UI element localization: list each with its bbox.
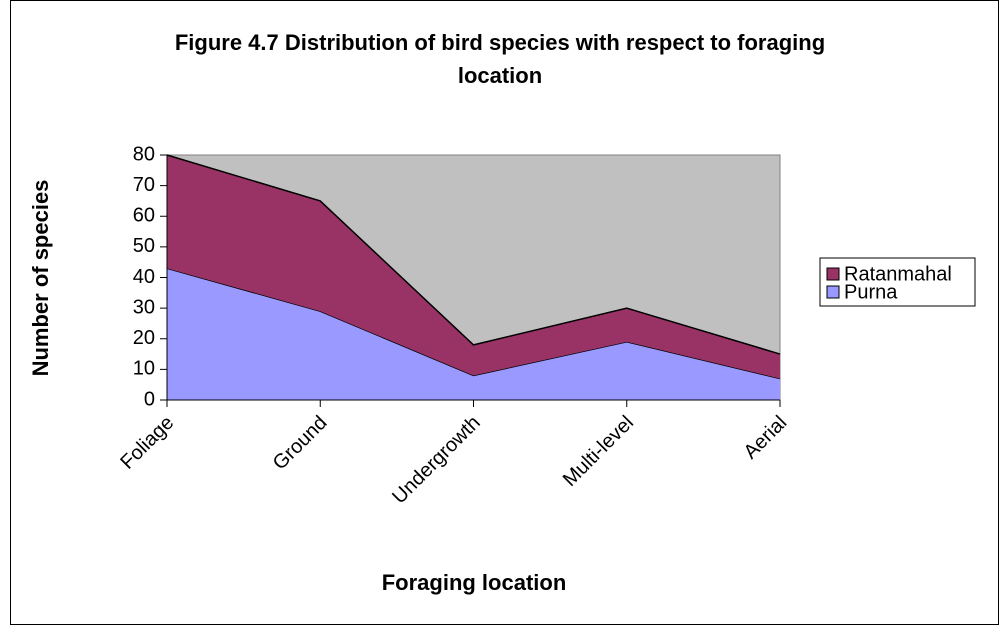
- y-tick-label: 10: [133, 358, 155, 380]
- y-tick-label: 40: [133, 266, 155, 288]
- y-tick-label: 80: [133, 143, 155, 165]
- y-axis-label: Number of species: [28, 180, 53, 377]
- legend-label: Purna: [844, 281, 898, 303]
- legend-box: [819, 257, 976, 307]
- y-tick-label: 30: [133, 296, 155, 318]
- y-tick-label: 0: [144, 388, 155, 410]
- y-tick-label: 20: [133, 327, 155, 349]
- chart-title: Figure 4.7 Distribution of bird species …: [174, 30, 826, 88]
- y-tick-label: 50: [133, 235, 155, 257]
- y-tick-label: 70: [133, 174, 155, 196]
- legend-swatch: [826, 267, 840, 281]
- y-tick-label: 60: [133, 205, 155, 227]
- area: [167, 268, 780, 400]
- area-outline: [166, 154, 781, 355]
- area: [167, 155, 780, 379]
- legend-label: Ratanmahal: [844, 263, 952, 285]
- x-axis-label: Foraging location: [382, 570, 567, 595]
- legend-swatch: [826, 285, 840, 299]
